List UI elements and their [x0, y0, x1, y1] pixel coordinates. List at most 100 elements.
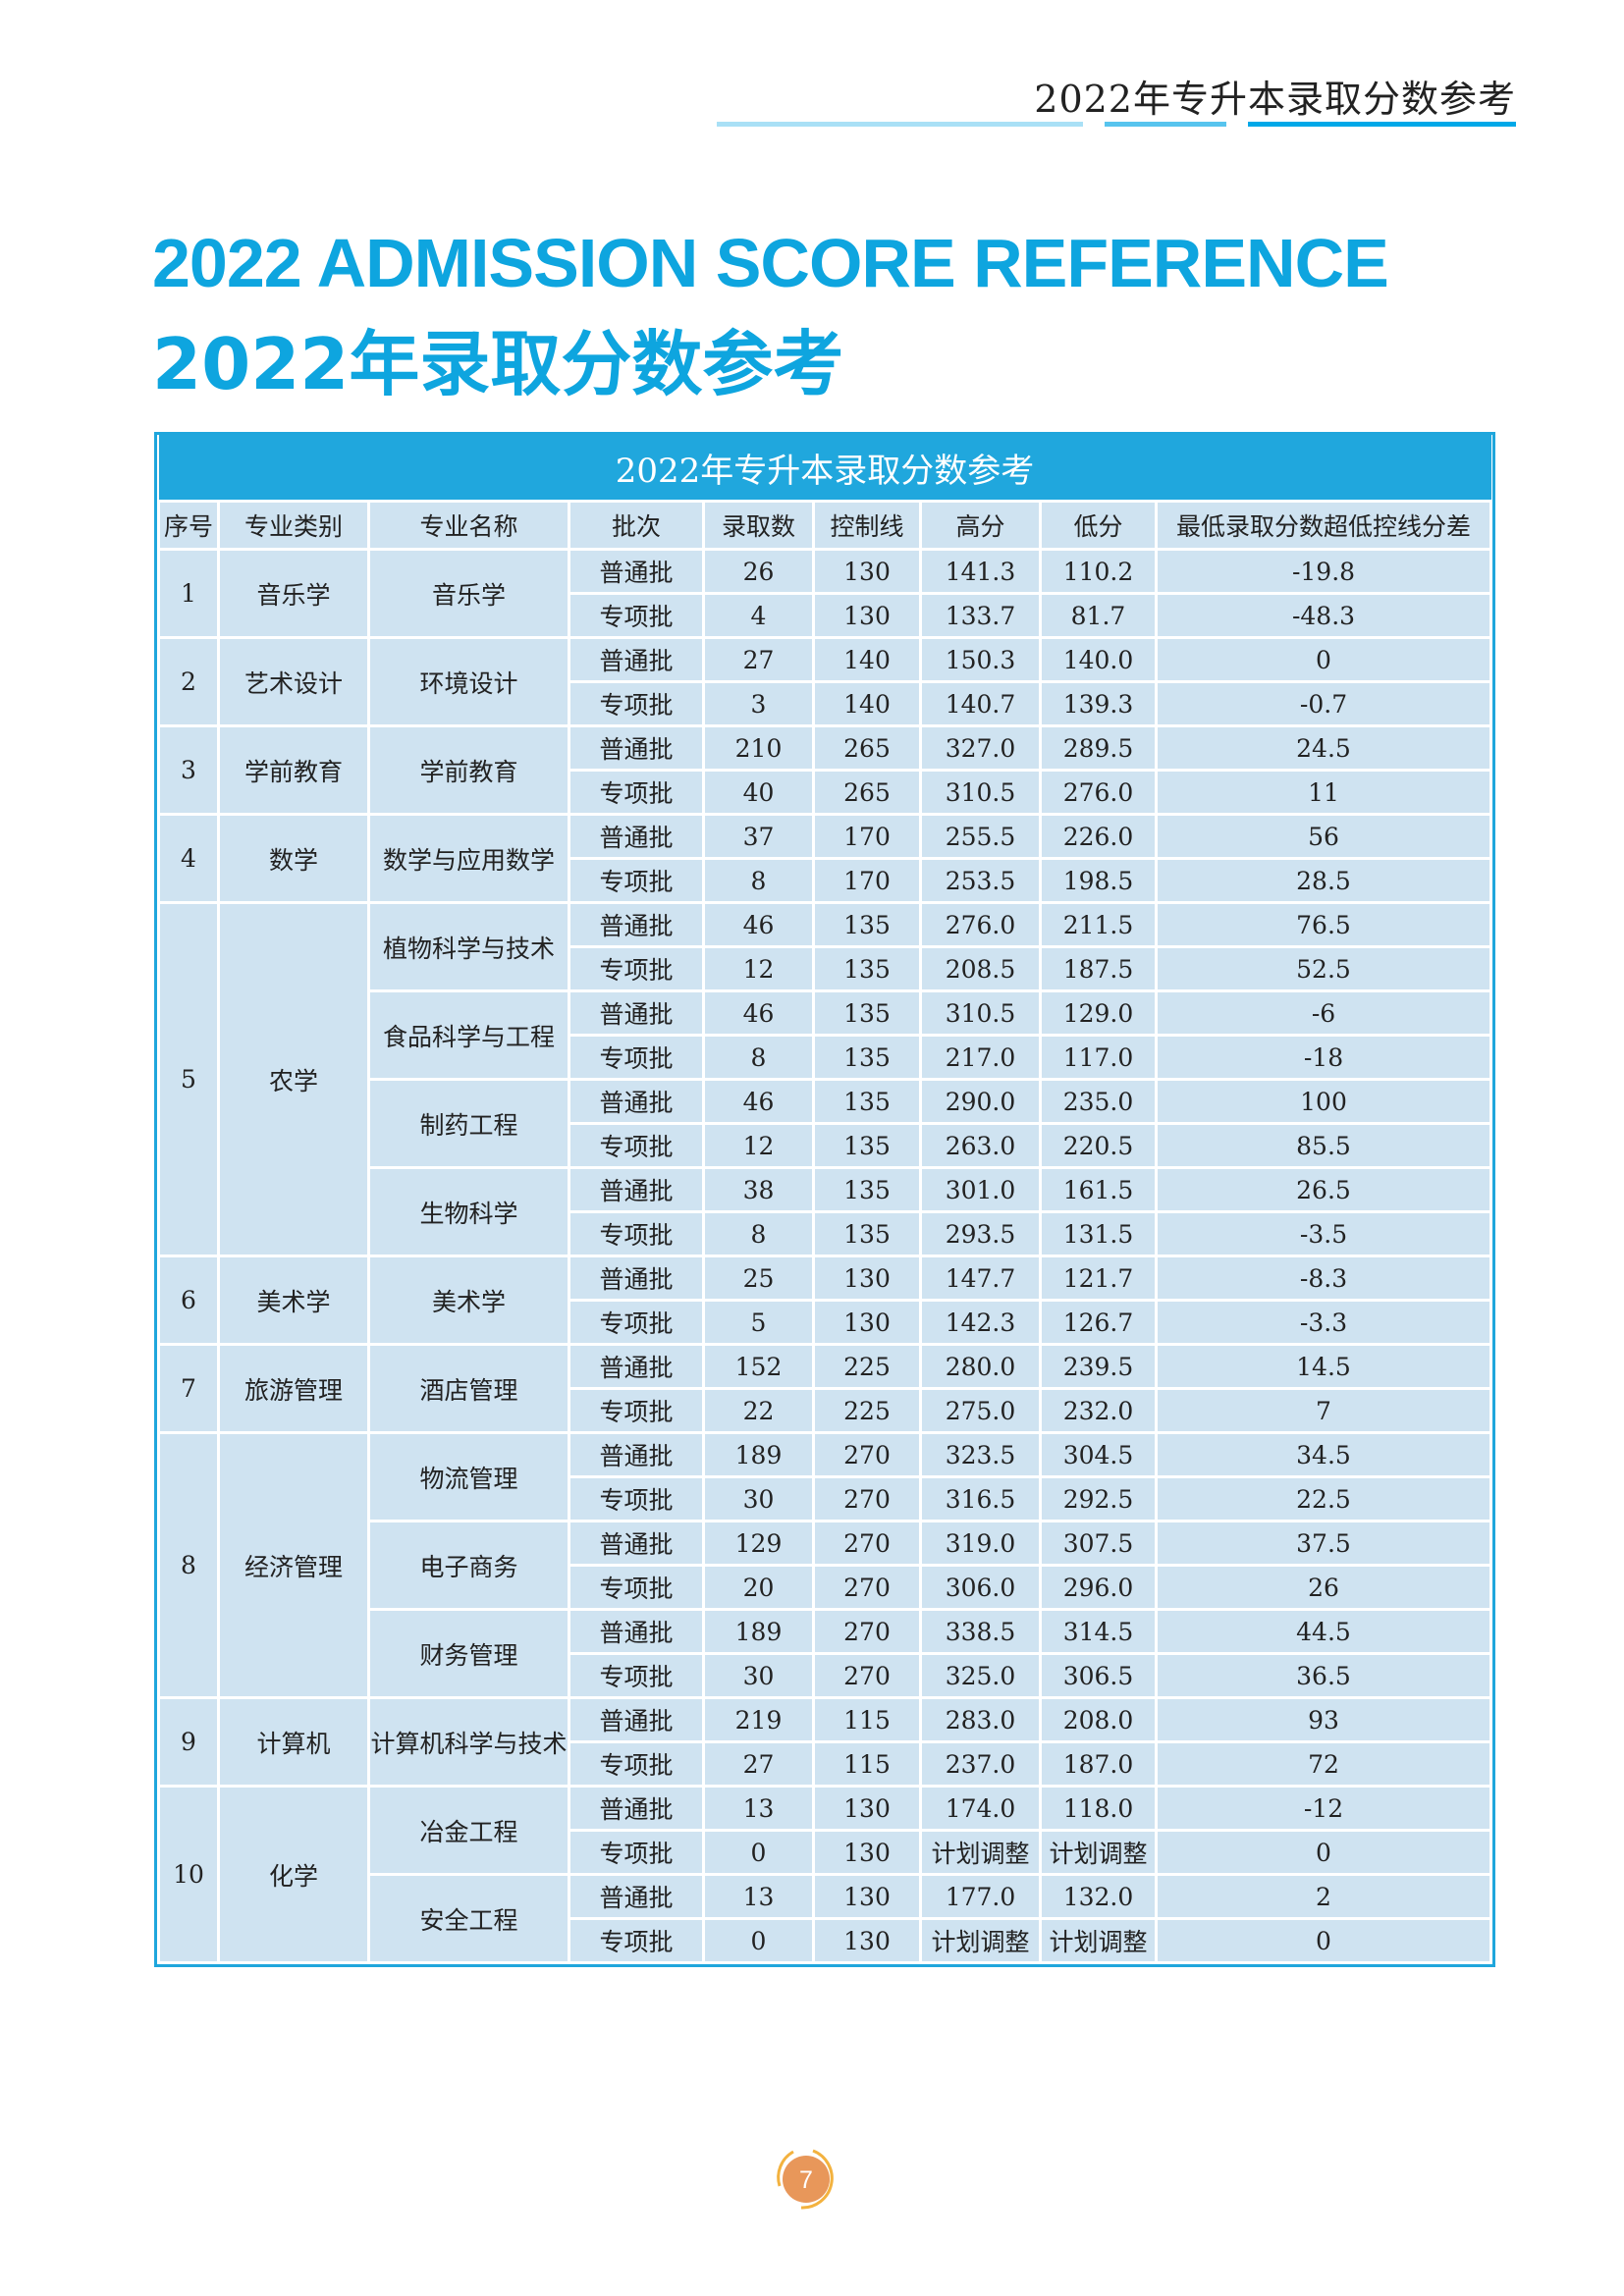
batch-cell: 普通批	[568, 1255, 705, 1302]
admitted-count-cell: 27	[702, 1740, 815, 1788]
high-score-cell: 338.5	[919, 1608, 1042, 1655]
serial-number-cell: 9	[157, 1696, 220, 1788]
low-score-cell: 220.5	[1039, 1122, 1158, 1169]
high-score-cell: 280.0	[919, 1343, 1042, 1390]
low-score-cell: 198.5	[1039, 857, 1158, 904]
table-row: 10 化学 冶金工程 普通批 13 130 174.0 118.0 -12	[157, 1785, 1492, 1964]
score-diff-cell: 2	[1155, 1873, 1492, 1920]
admitted-count-cell: 219	[702, 1696, 815, 1743]
column-header: 序号	[157, 500, 220, 551]
score-diff-cell: -18	[1155, 1034, 1492, 1081]
header-bar-dark	[1248, 122, 1516, 127]
table-row: 2 艺术设计 环境设计 普通批 27 140 150.3 140.0 0	[157, 636, 1492, 727]
control-line-cell: 225	[812, 1387, 922, 1434]
batch-cell: 普通批	[568, 1785, 705, 1832]
column-header: 高分	[919, 500, 1042, 551]
admitted-count-cell: 13	[702, 1873, 815, 1920]
major-name-cell: 计算机科学与技术	[367, 1696, 570, 1788]
high-score-cell: 275.0	[919, 1387, 1042, 1434]
score-diff-cell: -3.5	[1155, 1210, 1492, 1257]
batch-cell: 专项批	[568, 1564, 705, 1611]
score-diff-cell: -3.3	[1155, 1299, 1492, 1346]
admitted-count-cell: 46	[702, 1078, 815, 1125]
control-line-cell: 270	[812, 1564, 922, 1611]
high-score-cell: 290.0	[919, 1078, 1042, 1125]
batch-cell: 专项批	[568, 1034, 705, 1081]
table-row: 专项批 12 135 208.5 187.5 52.5	[159, 945, 1492, 992]
batch-cell: 普通批	[568, 1608, 705, 1655]
table-row: 专项批 30 270 325.0 306.5 36.5	[159, 1652, 1492, 1699]
low-score-cell: 140.0	[1039, 636, 1158, 683]
low-score-cell: 131.5	[1039, 1210, 1158, 1257]
admitted-count-cell: 22	[702, 1387, 815, 1434]
admitted-count-cell: 46	[702, 901, 815, 948]
control-line-cell: 170	[812, 813, 922, 860]
score-diff-cell: 28.5	[1155, 857, 1492, 904]
high-score-cell: 263.0	[919, 1122, 1042, 1169]
score-diff-cell: 22.5	[1155, 1475, 1492, 1522]
score-diff-cell: 37.5	[1155, 1520, 1492, 1567]
control-line-cell: 130	[812, 592, 922, 639]
low-score-cell: 计划调整	[1039, 1829, 1158, 1876]
admitted-count-cell: 5	[702, 1299, 815, 1346]
admitted-count-cell: 152	[702, 1343, 815, 1390]
page-number-badge: 7	[777, 2149, 834, 2210]
low-score-cell: 117.0	[1039, 1034, 1158, 1081]
major-name-cell: 物流管理	[367, 1431, 570, 1522]
batch-cell: 专项批	[568, 769, 705, 816]
table-row: 专项批 0 130 计划调整 计划调整 0	[159, 1829, 1492, 1876]
high-score-cell: 208.5	[919, 945, 1042, 992]
category-cell: 学前教育	[217, 724, 370, 816]
admitted-count-cell: 13	[702, 1785, 815, 1832]
high-score-cell: 325.0	[919, 1652, 1042, 1699]
high-score-cell: 310.5	[919, 989, 1042, 1037]
table-row: 6 美术学 美术学 普通批 25 130 147.7 121.7 -8.3	[157, 1255, 1492, 1346]
control-line-cell: 270	[812, 1652, 922, 1699]
low-score-cell: 232.0	[1039, 1387, 1158, 1434]
control-line-cell: 130	[812, 1299, 922, 1346]
low-score-cell: 239.5	[1039, 1343, 1158, 1390]
table-row: 专项批 3 140 140.7 139.3 -0.7	[159, 680, 1492, 727]
table-row: 3 学前教育 学前教育 普通批 210 265 327.0 289.5 24.5	[157, 724, 1492, 816]
score-diff-cell: -48.3	[1155, 592, 1492, 639]
score-diff-cell: 11	[1155, 769, 1492, 816]
table-row: 专项批 12 135 263.0 220.5 85.5	[159, 1122, 1492, 1169]
batch-cell: 专项批	[568, 945, 705, 992]
running-header-title: 2022年专升本录取分数参考	[1034, 78, 1516, 121]
high-score-cell: 283.0	[919, 1696, 1042, 1743]
high-score-cell: 141.3	[919, 548, 1042, 595]
admitted-count-cell: 4	[702, 592, 815, 639]
control-line-cell: 225	[812, 1343, 922, 1390]
batch-cell: 专项批	[568, 592, 705, 639]
control-line-cell: 115	[812, 1740, 922, 1788]
category-cell: 化学	[217, 1785, 370, 1964]
serial-number-cell: 4	[157, 813, 220, 904]
category-cell: 计算机	[217, 1696, 370, 1788]
batch-cell: 专项批	[568, 1829, 705, 1876]
batch-cell: 普通批	[568, 636, 705, 683]
column-header: 最低录取分数超低控线分差	[1155, 500, 1492, 551]
serial-number-cell: 7	[157, 1343, 220, 1434]
score-diff-cell: 0	[1155, 636, 1492, 683]
control-line-cell: 140	[812, 680, 922, 727]
score-diff-cell: 44.5	[1155, 1608, 1492, 1655]
badge-ring-arc	[800, 2149, 834, 2210]
score-diff-cell: 14.5	[1155, 1343, 1492, 1390]
high-score-cell: 142.3	[919, 1299, 1042, 1346]
batch-cell: 专项批	[568, 857, 705, 904]
table-row: 8 经济管理 物流管理 普通批 189 270 323.5 304.5 34.5	[157, 1431, 1492, 1699]
high-score-cell: 253.5	[919, 857, 1042, 904]
admitted-count-cell: 30	[702, 1475, 815, 1522]
admitted-count-cell: 8	[702, 857, 815, 904]
low-score-cell: 110.2	[1039, 548, 1158, 595]
major-name-cell: 安全工程	[367, 1873, 570, 1964]
high-score-cell: 323.5	[919, 1431, 1042, 1478]
admitted-count-cell: 37	[702, 813, 815, 860]
low-score-cell: 235.0	[1039, 1078, 1158, 1125]
table-row: 安全工程 普通批 13 130 177.0 132.0 2	[159, 1873, 1492, 1964]
page-number: 7	[799, 2166, 813, 2194]
low-score-cell: 306.5	[1039, 1652, 1158, 1699]
major-name-cell: 环境设计	[367, 636, 570, 727]
table-row: 专项批 5 130 142.3 126.7 -3.3	[159, 1299, 1492, 1346]
high-score-cell: 177.0	[919, 1873, 1042, 1920]
